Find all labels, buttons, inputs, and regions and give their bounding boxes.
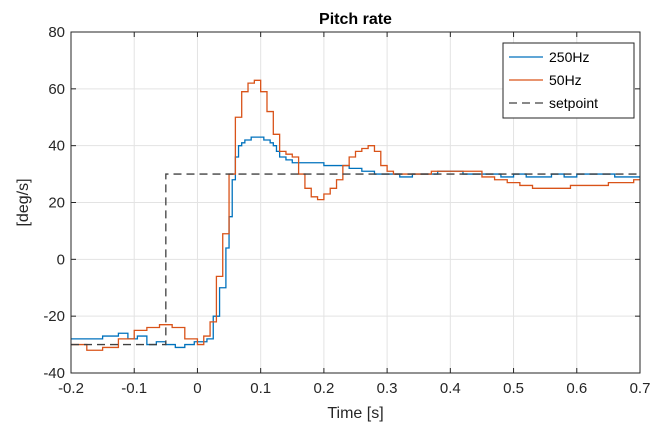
legend: 250Hz 50Hz setpoint <box>502 42 635 119</box>
y-tick-label: -40 <box>43 365 65 382</box>
y-axis-ticks: -40 -20 0 20 40 60 80 <box>43 24 640 382</box>
y-tick-label: 80 <box>48 24 65 41</box>
series-layer <box>71 79 640 351</box>
x-tick-label: -0.1 <box>121 380 147 397</box>
y-tick-label: 0 <box>57 251 65 268</box>
x-tick-label: 0.7 <box>630 380 651 397</box>
x-axis-ticks: -0.2 -0.1 0 0.1 0.2 0.3 0.4 0.5 0.6 0.7 <box>58 32 650 397</box>
legend-label: 250Hz <box>549 49 589 65</box>
x-tick-label: 0.5 <box>503 380 524 397</box>
series-50Hz-line <box>71 79 640 351</box>
y-axis-label: [deg/s] <box>15 178 32 226</box>
y-tick-label: 60 <box>48 81 65 98</box>
y-tick-label: -20 <box>43 308 65 325</box>
legend-label: setpoint <box>549 95 598 111</box>
y-tick-label: 40 <box>48 138 65 155</box>
x-tick-label: 0.4 <box>440 380 461 397</box>
legend-label: 50Hz <box>549 72 582 88</box>
series-250Hz-line <box>71 136 640 349</box>
x-axis-label: Time [s] <box>327 405 383 422</box>
x-tick-label: 0.2 <box>313 380 334 397</box>
chart-title: Pitch rate <box>319 11 392 28</box>
x-tick-label: 0.1 <box>250 380 271 397</box>
x-tick-label: 0.3 <box>377 380 398 397</box>
y-tick-label: 20 <box>48 195 65 212</box>
x-tick-label: 0.6 <box>566 380 587 397</box>
x-tick-label: -0.2 <box>58 380 84 397</box>
x-tick-label: 0 <box>193 380 201 397</box>
